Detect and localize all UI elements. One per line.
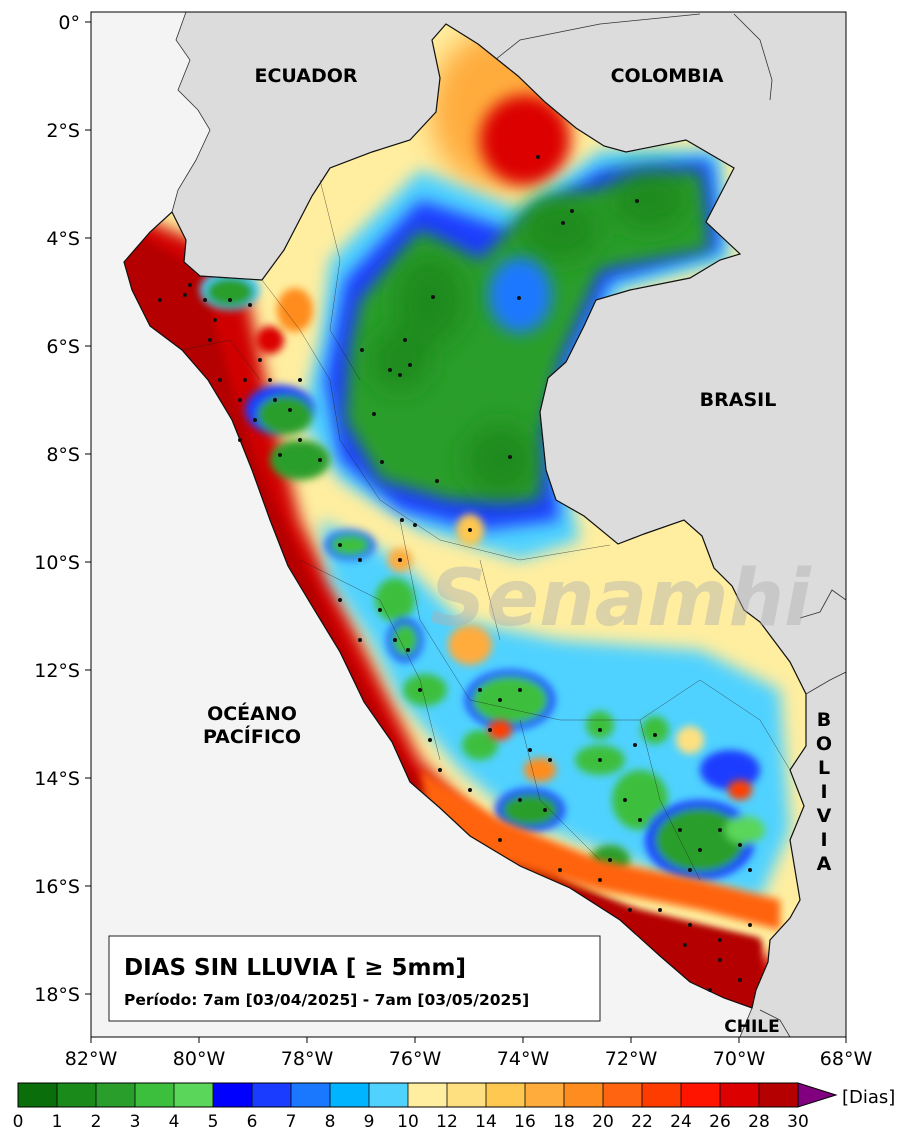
peru-outline <box>123 23 807 1009</box>
colorbar-segment <box>291 1083 331 1107</box>
colorbar-tick-label: 22 <box>631 1112 653 1132</box>
lat-tick: 10°S <box>34 552 80 574</box>
watermark-text: Senamhi <box>430 554 812 644</box>
colorbar-segment <box>252 1083 292 1107</box>
colorbar-segment <box>447 1083 487 1107</box>
svg-text:B: B <box>817 709 831 731</box>
label-ecuador: ECUADOR <box>254 65 357 87</box>
colorbar-segment <box>213 1083 253 1107</box>
lat-tick: 4°S <box>46 228 80 250</box>
department-borders <box>181 179 791 881</box>
colorbar-tick-label: 28 <box>748 1112 770 1132</box>
colorbar-tick-label: 18 <box>553 1112 575 1132</box>
colorbar-tick-label: 0 <box>13 1112 24 1132</box>
colorbar-tick-label: 16 <box>514 1112 536 1132</box>
svg-text:L: L <box>818 757 830 779</box>
lat-tick: 18°S <box>34 984 80 1006</box>
colorbar-segment <box>96 1083 136 1107</box>
colorbar-tick-label: 8 <box>325 1112 336 1132</box>
lat-tick: 12°S <box>34 660 80 682</box>
colorbar-segment <box>174 1083 214 1107</box>
colorbar-tick-label: 10 <box>397 1112 419 1132</box>
colorbar-tick-label: 14 <box>475 1112 497 1132</box>
svg-text:A: A <box>817 853 832 875</box>
colorbar-segment <box>330 1083 370 1107</box>
lat-tick: 14°S <box>34 768 80 790</box>
lon-tick: 70°W <box>713 1048 766 1070</box>
colorbar-unit: [Dias] <box>842 1087 895 1108</box>
colorbar-segment <box>759 1083 799 1107</box>
colorbar-tick-label: 4 <box>169 1112 180 1132</box>
label-colombia: COLOMBIA <box>611 65 724 87</box>
colorbar: 0 1 2 3 4 5 6 7 8 9 10 12 14 16 18 20 22 24 26 28 30 <box>13 1082 838 1132</box>
lat-tick: 0° <box>58 12 80 34</box>
map-period: Período: 7am [03/04/2025] - 7am [03/05/2… <box>124 991 529 1009</box>
colorbar-segment <box>525 1083 565 1107</box>
colorbar-tick-label: 24 <box>670 1112 692 1132</box>
lon-tick: 78°W <box>281 1048 334 1070</box>
colorbar-tick-label: 30 <box>787 1112 809 1132</box>
map-frame <box>90 11 847 1038</box>
colorbar-segment <box>369 1083 409 1107</box>
colorbar-tick-label: 1 <box>52 1112 63 1132</box>
lon-tick: 82°W <box>65 1048 118 1070</box>
station-points <box>158 155 752 992</box>
label-chile: CHILE <box>724 1017 779 1037</box>
svg-text:O: O <box>816 733 832 755</box>
lat-tick: 6°S <box>46 336 80 358</box>
lon-tick: 80°W <box>173 1048 226 1070</box>
colorbar-segment <box>681 1083 721 1107</box>
colorbar-tick-label: 12 <box>436 1112 458 1132</box>
colorbar-segment <box>18 1083 58 1107</box>
colorbar-segment <box>135 1083 175 1107</box>
label-brasil: BRASIL <box>700 389 777 411</box>
colorbar-tick-label: 7 <box>286 1112 297 1132</box>
lat-tick: 2°S <box>46 120 80 142</box>
colorbar-segment <box>603 1083 643 1107</box>
colorbar-tick-label: 20 <box>592 1112 614 1132</box>
colorbar-segment <box>486 1083 526 1107</box>
lat-axis <box>85 21 91 995</box>
lon-axis <box>90 1037 847 1043</box>
lon-tick: 76°W <box>389 1048 442 1070</box>
colorbar-tick-label: 9 <box>364 1112 375 1132</box>
svg-text:V: V <box>817 805 832 827</box>
colorbar-segment <box>642 1083 682 1107</box>
svg-text:I: I <box>820 829 827 851</box>
map-title: DIAS SIN LLUVIA [ ≥ 5mm] <box>124 955 466 981</box>
lon-tick: 74°W <box>497 1048 550 1070</box>
label-ocean-line2: PACÍFICO <box>203 725 301 748</box>
colorbar-tick-label: 5 <box>208 1112 219 1132</box>
colorbar-tick-label: 3 <box>130 1112 141 1132</box>
label-ocean-line1: OCÉANO <box>207 702 297 725</box>
lon-tick: 72°W <box>605 1048 658 1070</box>
colorbar-tick-label: 26 <box>709 1112 731 1132</box>
colorbar-segment <box>57 1083 97 1107</box>
lon-tick: 68°W <box>820 1048 873 1070</box>
title-box <box>108 935 601 1022</box>
colorbar-segment <box>720 1083 760 1107</box>
lat-tick: 8°S <box>46 444 80 466</box>
colorbar-segment <box>408 1083 448 1107</box>
svg-text:I: I <box>820 781 827 803</box>
colorbar-segment <box>564 1083 604 1107</box>
colorbar-tick-label: 6 <box>247 1112 258 1132</box>
lat-tick: 16°S <box>34 876 80 898</box>
label-bolivia: B O L I V I A <box>816 709 832 875</box>
colorbar-extend-arrow <box>797 1082 838 1108</box>
colorbar-tick-label: 2 <box>91 1112 102 1132</box>
